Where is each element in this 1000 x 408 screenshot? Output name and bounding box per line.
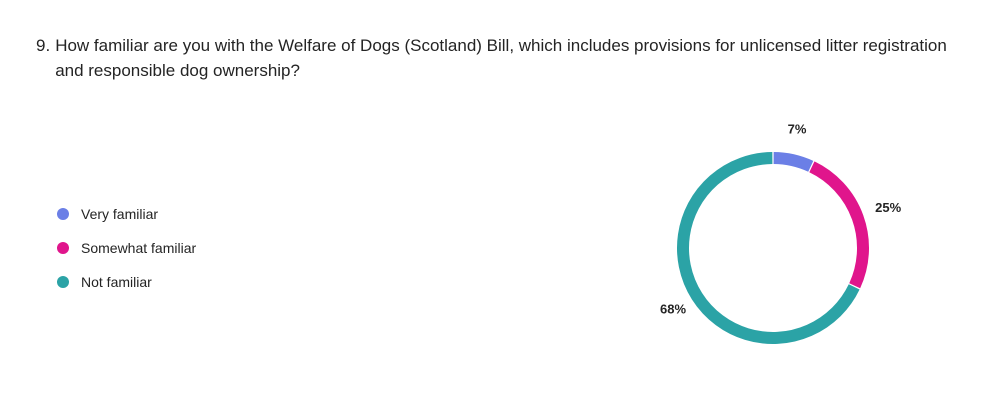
chart-legend: Very familiar Somewhat familiar Not fami… (57, 204, 196, 306)
data-label: 25% (875, 200, 901, 215)
donut-chart-svg: 7% 25% 68% (660, 121, 902, 344)
legend-item-not-familiar[interactable]: Not familiar (57, 272, 196, 292)
legend-label: Not familiar (81, 274, 152, 290)
legend-swatch (57, 276, 69, 288)
data-label: 7% (788, 121, 807, 136)
legend-swatch (57, 242, 69, 254)
legend-label: Very familiar (81, 206, 159, 222)
donut-chart: 7% 25% 68% (620, 110, 940, 370)
legend-label: Somewhat familiar (81, 240, 197, 256)
legend-swatch (57, 208, 69, 220)
donut-slice-somewhat-familiar[interactable] (809, 161, 869, 289)
question-number: 9. (36, 36, 51, 55)
question-title: 9. How familiar are you with the Welfare… (36, 33, 956, 83)
donut-slice-very-familiar[interactable] (773, 152, 814, 172)
donut-slice-not-familiar[interactable] (677, 152, 860, 344)
question-text: How familiar are you with the Welfare of… (55, 36, 947, 80)
legend-item-somewhat-familiar[interactable]: Somewhat familiar (57, 238, 196, 258)
data-label: 68% (660, 302, 686, 317)
legend-item-very-familiar[interactable]: Very familiar (57, 204, 196, 224)
